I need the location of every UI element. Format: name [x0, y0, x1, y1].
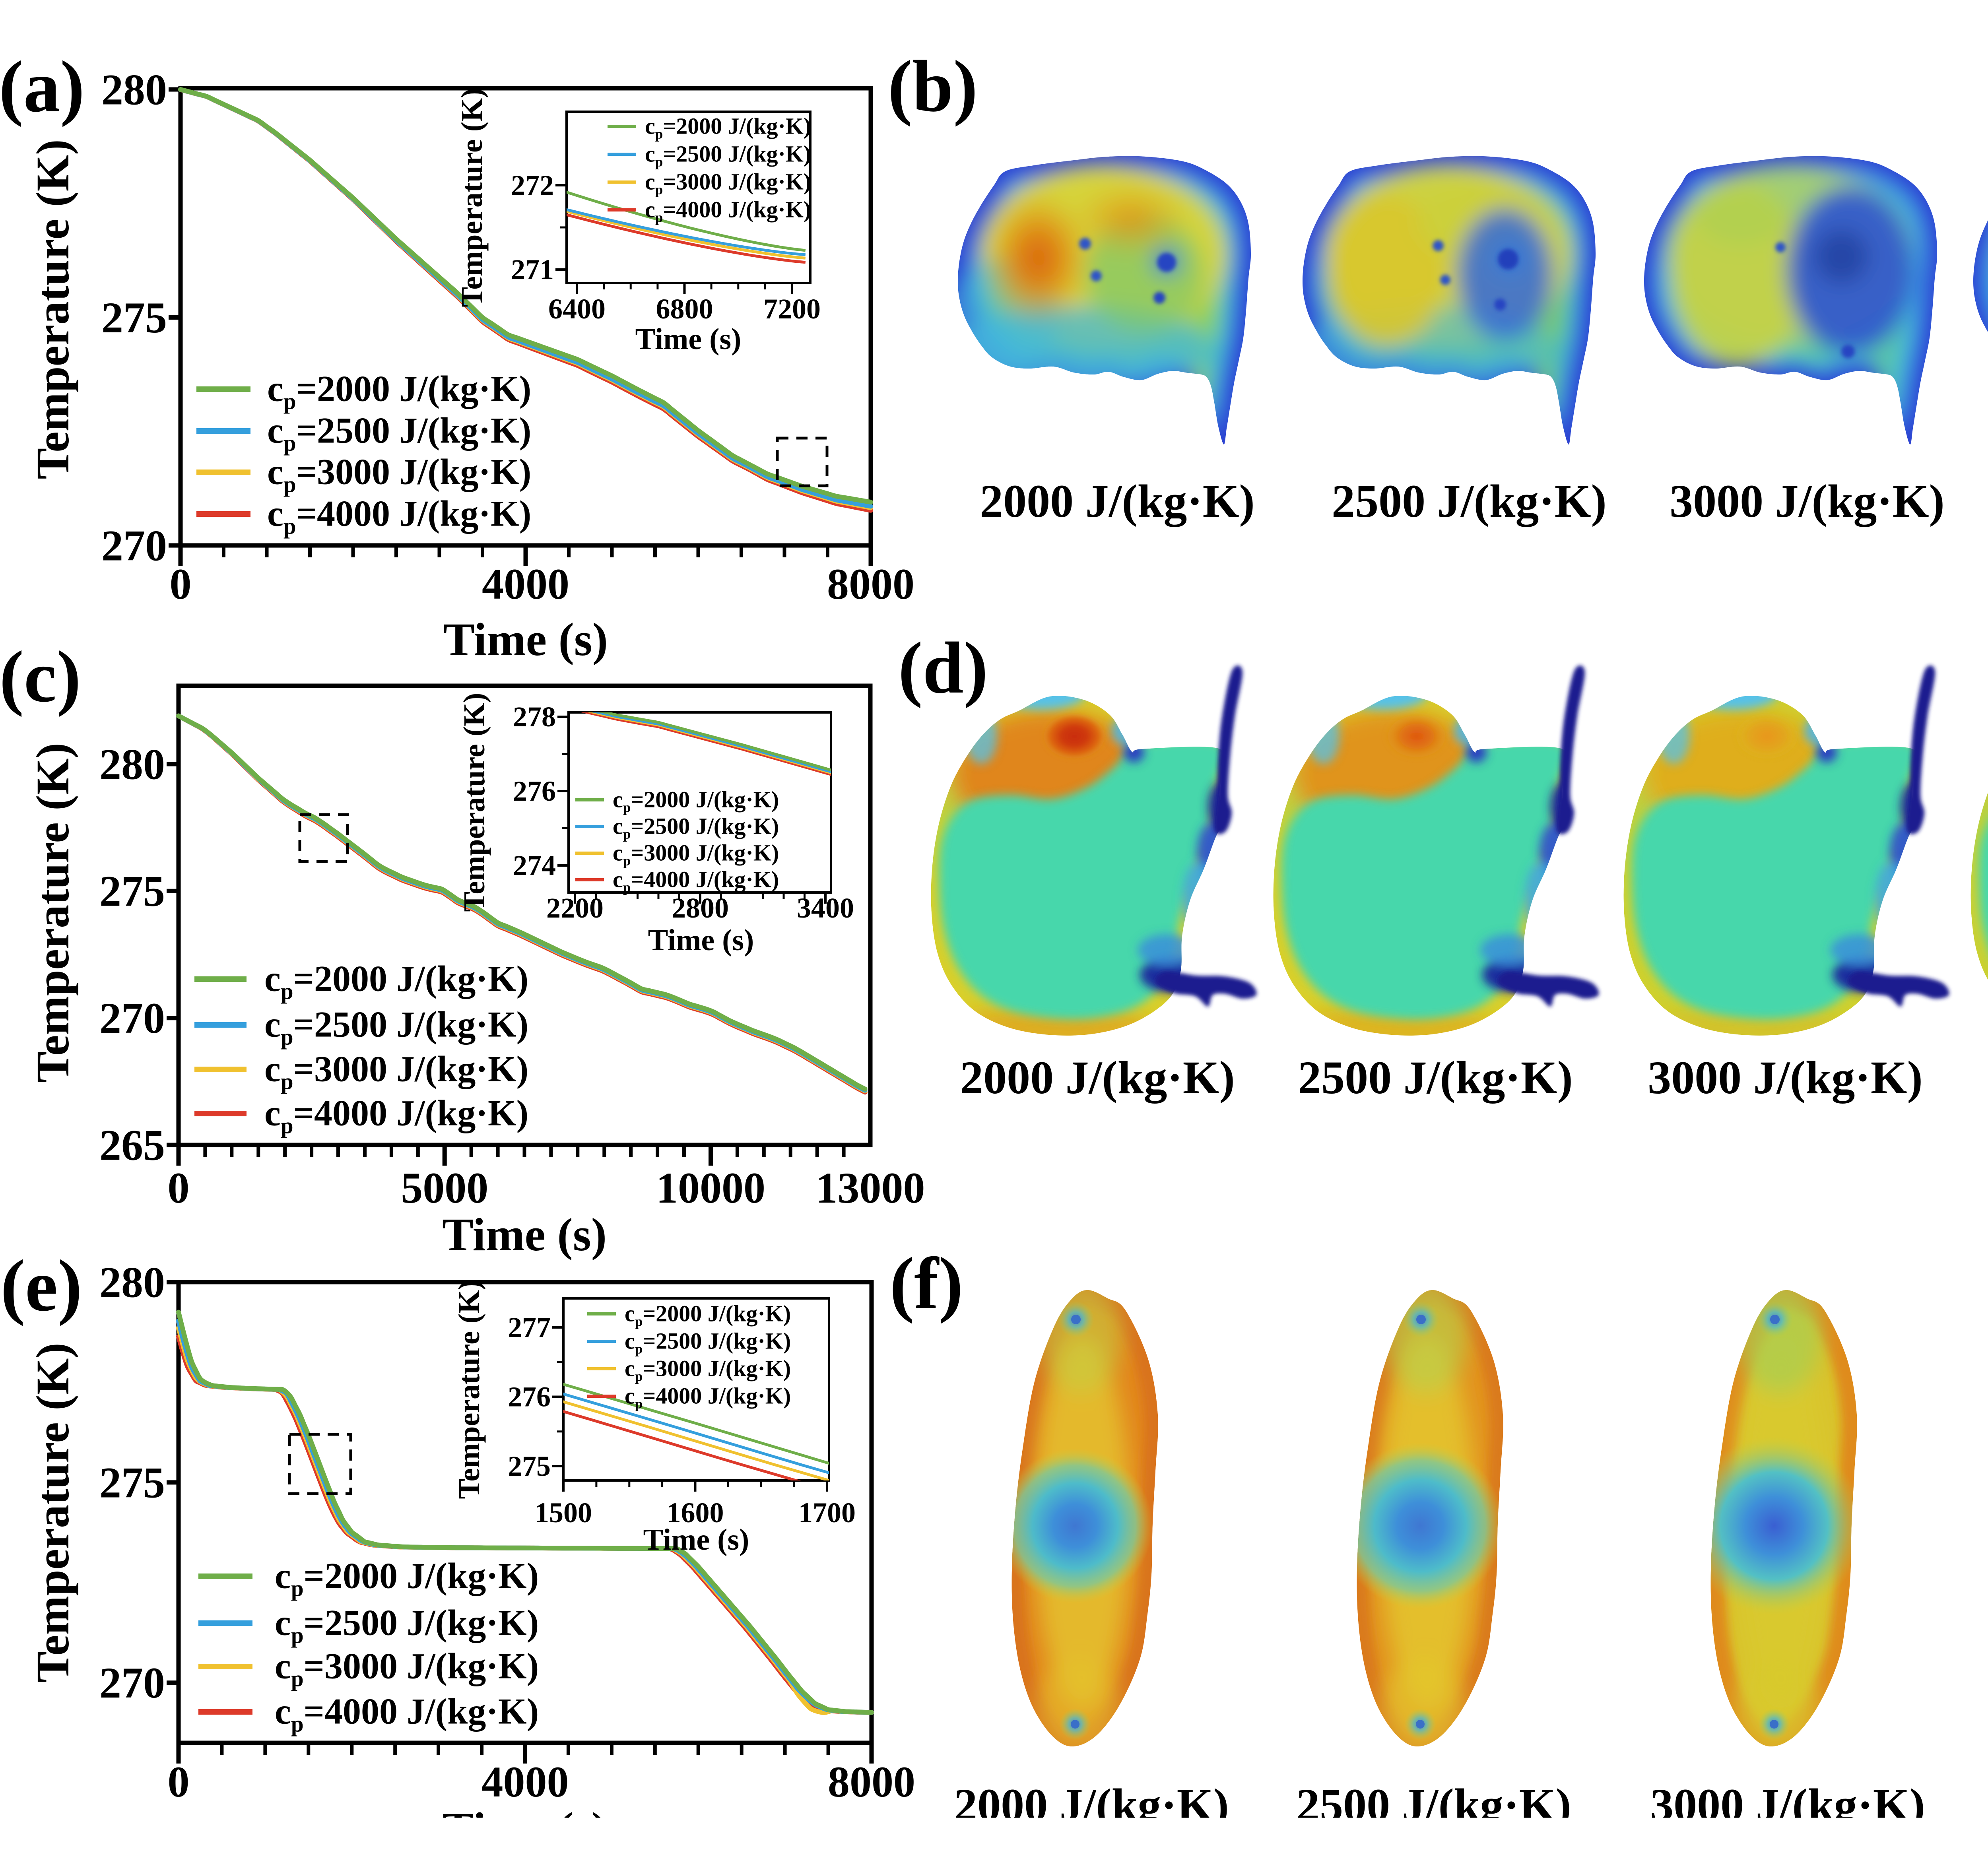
svg-text:3000 J/(kg·K): 3000 J/(kg·K) — [1648, 1052, 1923, 1104]
svg-text:275: 275 — [99, 867, 165, 916]
svg-text:270: 270 — [99, 994, 165, 1042]
svg-text:2500 J/(kg·K): 2500 J/(kg·K) — [1298, 1052, 1573, 1104]
svg-text:272: 272 — [511, 169, 554, 201]
svg-text:5000: 5000 — [401, 1164, 488, 1212]
svg-text:cp=4000 J/(kg·K): cp=4000 J/(kg·K) — [613, 867, 779, 895]
svg-text:Time (s): Time (s) — [442, 1209, 607, 1261]
svg-text:(b): (b) — [888, 46, 978, 127]
svg-text:Temperature (K): Temperature (K) — [455, 88, 489, 307]
svg-text:cp=3000 J/(kg·K): cp=3000 J/(kg·K) — [625, 1356, 791, 1384]
svg-text:2000 J/(kg·K): 2000 J/(kg·K) — [980, 475, 1255, 527]
svg-text:270: 270 — [101, 521, 167, 570]
svg-text:2500 J/(kg·K): 2500 J/(kg·K) — [1296, 1779, 1571, 1831]
svg-text:cp=2000 J/(kg·K): cp=2000 J/(kg·K) — [645, 113, 811, 142]
svg-text:cp=2000 J/(kg·K): cp=2000 J/(kg·K) — [613, 787, 779, 815]
svg-text:8000: 8000 — [828, 1758, 915, 1806]
svg-text:0: 0 — [168, 1164, 190, 1212]
svg-text:(d): (d) — [898, 627, 988, 709]
svg-text:274: 274 — [513, 850, 556, 881]
svg-text:Time (s): Time (s) — [648, 924, 754, 957]
svg-text:Time (s): Time (s) — [443, 1803, 607, 1849]
svg-text:cp=2500 J/(kg·K): cp=2500 J/(kg·K) — [625, 1328, 791, 1357]
svg-text:278: 278 — [513, 701, 556, 733]
svg-text:Time (s): Time (s) — [643, 1523, 749, 1556]
svg-text:8000: 8000 — [827, 560, 914, 608]
svg-text:3000 J/(kg·K): 3000 J/(kg·K) — [1670, 475, 1945, 527]
svg-text:2000 J/(kg·K): 2000 J/(kg·K) — [960, 1052, 1235, 1104]
svg-text:Temperature (K): Temperature (K) — [452, 1280, 486, 1499]
svg-text:10000: 10000 — [656, 1164, 765, 1212]
svg-text:cp=2500 J/(kg·K): cp=2500 J/(kg·K) — [275, 1602, 539, 1648]
svg-text:Time (s): Time (s) — [443, 613, 608, 665]
svg-text:cp=2500 J/(kg·K): cp=2500 J/(kg·K) — [264, 1004, 528, 1050]
svg-text:6800: 6800 — [656, 293, 713, 325]
svg-text:cp=3000 J/(kg·K): cp=3000 J/(kg·K) — [645, 169, 811, 198]
svg-text:280: 280 — [99, 740, 165, 788]
svg-text:cp=4000 J/(kg·K): cp=4000 J/(kg·K) — [264, 1092, 528, 1138]
svg-text:275: 275 — [101, 293, 167, 342]
svg-text:Temperature (K): Temperature (K) — [458, 693, 491, 912]
svg-text:0: 0 — [168, 1758, 190, 1806]
svg-text:cp=2000 J/(kg·K): cp=2000 J/(kg·K) — [625, 1301, 791, 1329]
svg-text:4000: 4000 — [482, 560, 569, 608]
svg-text:280: 280 — [101, 65, 167, 114]
svg-text:2500 J/(kg·K): 2500 J/(kg·K) — [1332, 475, 1607, 527]
svg-text:cp=3000 J/(kg·K): cp=3000 J/(kg·K) — [267, 451, 531, 497]
svg-text:280: 280 — [99, 1258, 165, 1306]
svg-text:2000 J/(kg·K): 2000 J/(kg·K) — [954, 1779, 1229, 1831]
svg-text:270: 270 — [99, 1659, 165, 1707]
svg-text:cp=2000 J/(kg·K): cp=2000 J/(kg·K) — [264, 958, 528, 1004]
svg-text:cp=4000 J/(kg·K): cp=4000 J/(kg·K) — [275, 1691, 539, 1736]
svg-text:cp=3000 J/(kg·K): cp=3000 J/(kg·K) — [264, 1048, 528, 1094]
svg-text:3000 J/(kg·K): 3000 J/(kg·K) — [1650, 1779, 1925, 1831]
svg-text:271: 271 — [511, 254, 554, 285]
svg-text:2200: 2200 — [546, 892, 604, 924]
svg-text:1500: 1500 — [535, 1497, 592, 1529]
svg-text:0: 0 — [170, 560, 192, 608]
svg-text:276: 276 — [513, 775, 556, 807]
svg-text:276: 276 — [508, 1381, 551, 1412]
svg-text:(f): (f) — [890, 1243, 963, 1324]
svg-text:cp=2500 J/(kg·K): cp=2500 J/(kg·K) — [613, 813, 779, 842]
svg-text:cp=3000 J/(kg·K): cp=3000 J/(kg·K) — [275, 1645, 539, 1691]
svg-text:(e): (e) — [0, 1245, 82, 1327]
svg-text:cp=2500 J/(kg·K): cp=2500 J/(kg·K) — [267, 410, 531, 456]
svg-text:cp=2500 J/(kg·K): cp=2500 J/(kg·K) — [645, 141, 811, 170]
svg-text:Temperature (K): Temperature (K) — [27, 139, 79, 479]
svg-text:Temperature (K): Temperature (K) — [27, 1343, 79, 1682]
svg-text:Temperature (K): Temperature (K) — [27, 743, 79, 1083]
svg-text:cp=2000 J/(kg·K): cp=2000 J/(kg·K) — [267, 368, 531, 414]
svg-text:4000: 4000 — [481, 1758, 569, 1806]
svg-text:cp=2000 J/(kg·K): cp=2000 J/(kg·K) — [275, 1555, 539, 1601]
svg-text:2800: 2800 — [672, 892, 729, 924]
svg-text:1700: 1700 — [798, 1497, 856, 1529]
svg-text:3400: 3400 — [797, 892, 854, 924]
svg-text:265: 265 — [99, 1121, 165, 1169]
svg-text:13000: 13000 — [816, 1164, 925, 1212]
svg-text:cp=4000 J/(kg·K): cp=4000 J/(kg·K) — [625, 1383, 791, 1412]
svg-text:cp=3000 J/(kg·K): cp=3000 J/(kg·K) — [613, 840, 779, 869]
svg-text:cp=4000 J/(kg·K): cp=4000 J/(kg·K) — [645, 197, 811, 225]
svg-text:Time (s): Time (s) — [635, 322, 742, 356]
svg-text:cp=4000 J/(kg·K): cp=4000 J/(kg·K) — [267, 493, 531, 539]
svg-text:(c): (c) — [0, 636, 81, 718]
svg-text:7200: 7200 — [763, 293, 821, 325]
svg-text:(a): (a) — [0, 46, 85, 128]
svg-text:275: 275 — [99, 1458, 165, 1507]
svg-text:275: 275 — [508, 1450, 551, 1482]
svg-text:277: 277 — [508, 1312, 551, 1343]
svg-text:6400: 6400 — [548, 293, 606, 325]
